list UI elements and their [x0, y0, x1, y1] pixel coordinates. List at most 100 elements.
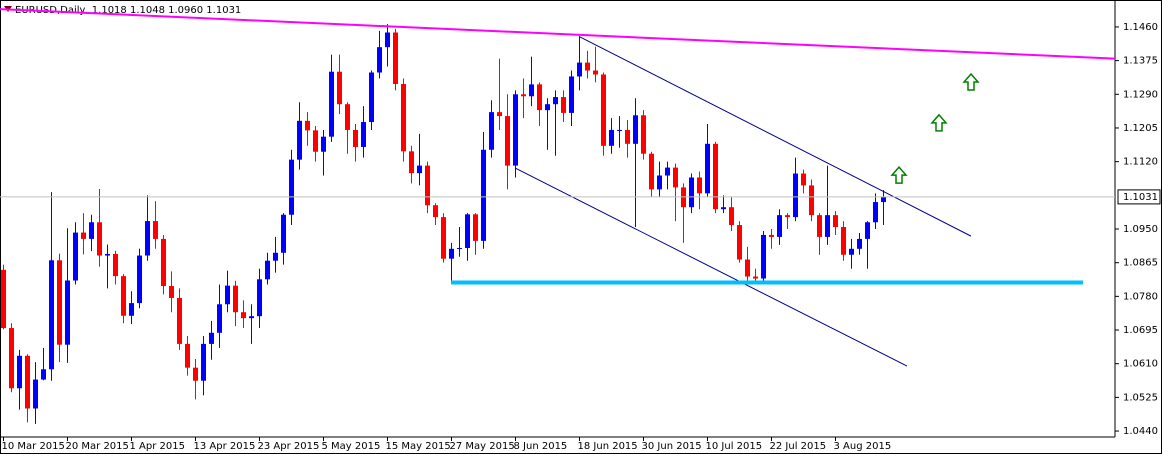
candle-body	[881, 196, 886, 203]
candle-body	[489, 112, 494, 150]
candle-body	[225, 285, 230, 305]
candle-body	[177, 297, 182, 344]
candle-body	[289, 159, 294, 215]
candle-body	[9, 328, 14, 389]
candle-body	[105, 253, 110, 256]
candle-body	[817, 215, 822, 237]
candle-body	[857, 238, 862, 249]
candle-body	[33, 379, 38, 409]
candle-body	[601, 74, 606, 146]
candle-body	[121, 276, 126, 316]
candle-body	[65, 280, 70, 345]
candle-body	[209, 332, 214, 344]
candle-body	[361, 122, 366, 147]
candle-body	[833, 215, 838, 228]
candle-body	[713, 143, 718, 210]
candle-body	[625, 129, 630, 144]
candle-body	[353, 129, 358, 147]
y-tick-label: 1.0525	[1123, 392, 1158, 403]
candle-body	[737, 225, 742, 260]
candle-body	[345, 104, 350, 130]
arrow	[930, 113, 948, 132]
candle-body	[513, 94, 518, 166]
candle-body	[665, 167, 670, 176]
candle-body	[473, 214, 478, 241]
header: EURUSD,Daily 1.1018 1.1048 1.0960 1.1031	[15, 5, 241, 16]
x-tick-label: 23 Apr 2015	[258, 441, 320, 452]
candle-body	[337, 71, 342, 105]
candle-body	[745, 259, 750, 277]
candle-body	[561, 97, 566, 113]
candle-body	[433, 205, 438, 218]
candle-body	[569, 76, 574, 113]
candle-body	[641, 115, 646, 154]
candle-body	[137, 255, 142, 304]
candle-body	[89, 222, 94, 239]
candle-body	[769, 234, 774, 237]
candle-body	[17, 355, 22, 389]
candle-body	[241, 312, 246, 319]
y-tick-label: 1.0440	[1123, 426, 1158, 437]
candle-body	[673, 167, 678, 188]
candle-body	[593, 70, 598, 75]
candle-body	[249, 316, 254, 319]
candle-body	[41, 369, 46, 380]
x-tick-label: 18 Jun 2015	[578, 441, 638, 452]
candle-body	[649, 153, 654, 190]
arrow	[890, 165, 908, 184]
candle-body	[57, 260, 62, 345]
x-tick-label: 20 Mar 2015	[66, 441, 129, 452]
y-tick-label: 1.1205	[1123, 123, 1158, 134]
candle-body	[145, 221, 150, 256]
candle-body	[321, 136, 326, 152]
y-tick-label: 1.0780	[1123, 291, 1158, 302]
candle-body	[233, 285, 238, 313]
candle-body	[633, 115, 638, 144]
candle-body	[449, 248, 454, 259]
candle-body	[393, 32, 398, 84]
y-tick-label: 1.1120	[1123, 157, 1158, 168]
candle-body	[521, 94, 526, 97]
candle-body	[153, 221, 158, 239]
candle-body	[441, 217, 446, 259]
candle-body	[425, 165, 430, 206]
candle-body	[785, 215, 790, 218]
candle-body	[409, 151, 414, 174]
candle-body	[553, 97, 558, 105]
trend-line	[0, 8, 1116, 60]
candle-body	[577, 62, 582, 77]
y-tick-label: 1.0610	[1123, 359, 1158, 370]
x-tick-label: 10 Mar 2015	[2, 441, 65, 452]
candle-body	[25, 355, 30, 409]
candle-body	[401, 83, 406, 152]
y-tick-label: 1.1290	[1123, 89, 1158, 100]
candle-body	[481, 149, 486, 241]
arrow	[962, 72, 980, 91]
candle-body	[217, 304, 222, 333]
x-tick-label: 1 Apr 2015	[130, 441, 185, 452]
candle-body	[417, 165, 422, 174]
candle-body	[809, 185, 814, 216]
candle-body	[281, 214, 286, 253]
candle-body	[297, 120, 302, 160]
candle-body	[505, 116, 510, 166]
trend-line	[514, 167, 908, 367]
candle-body	[49, 260, 54, 370]
candle-body	[657, 175, 662, 190]
candle-body	[1, 269, 6, 329]
candle-body	[257, 279, 262, 317]
candle-body	[313, 130, 318, 152]
candle-body	[73, 232, 78, 281]
x-tick-label: 10 Jul 2015	[706, 441, 763, 452]
candle-body	[729, 207, 734, 226]
candle-body	[305, 120, 310, 131]
y-tick-label: 1.1375	[1123, 56, 1158, 67]
x-tick-label: 3 Aug 2015	[834, 441, 892, 452]
candle-body	[777, 215, 782, 237]
candle-body	[201, 343, 206, 381]
y-tick-label: 1.0865	[1123, 258, 1158, 269]
candle-body	[761, 234, 766, 279]
candle-body	[849, 248, 854, 255]
